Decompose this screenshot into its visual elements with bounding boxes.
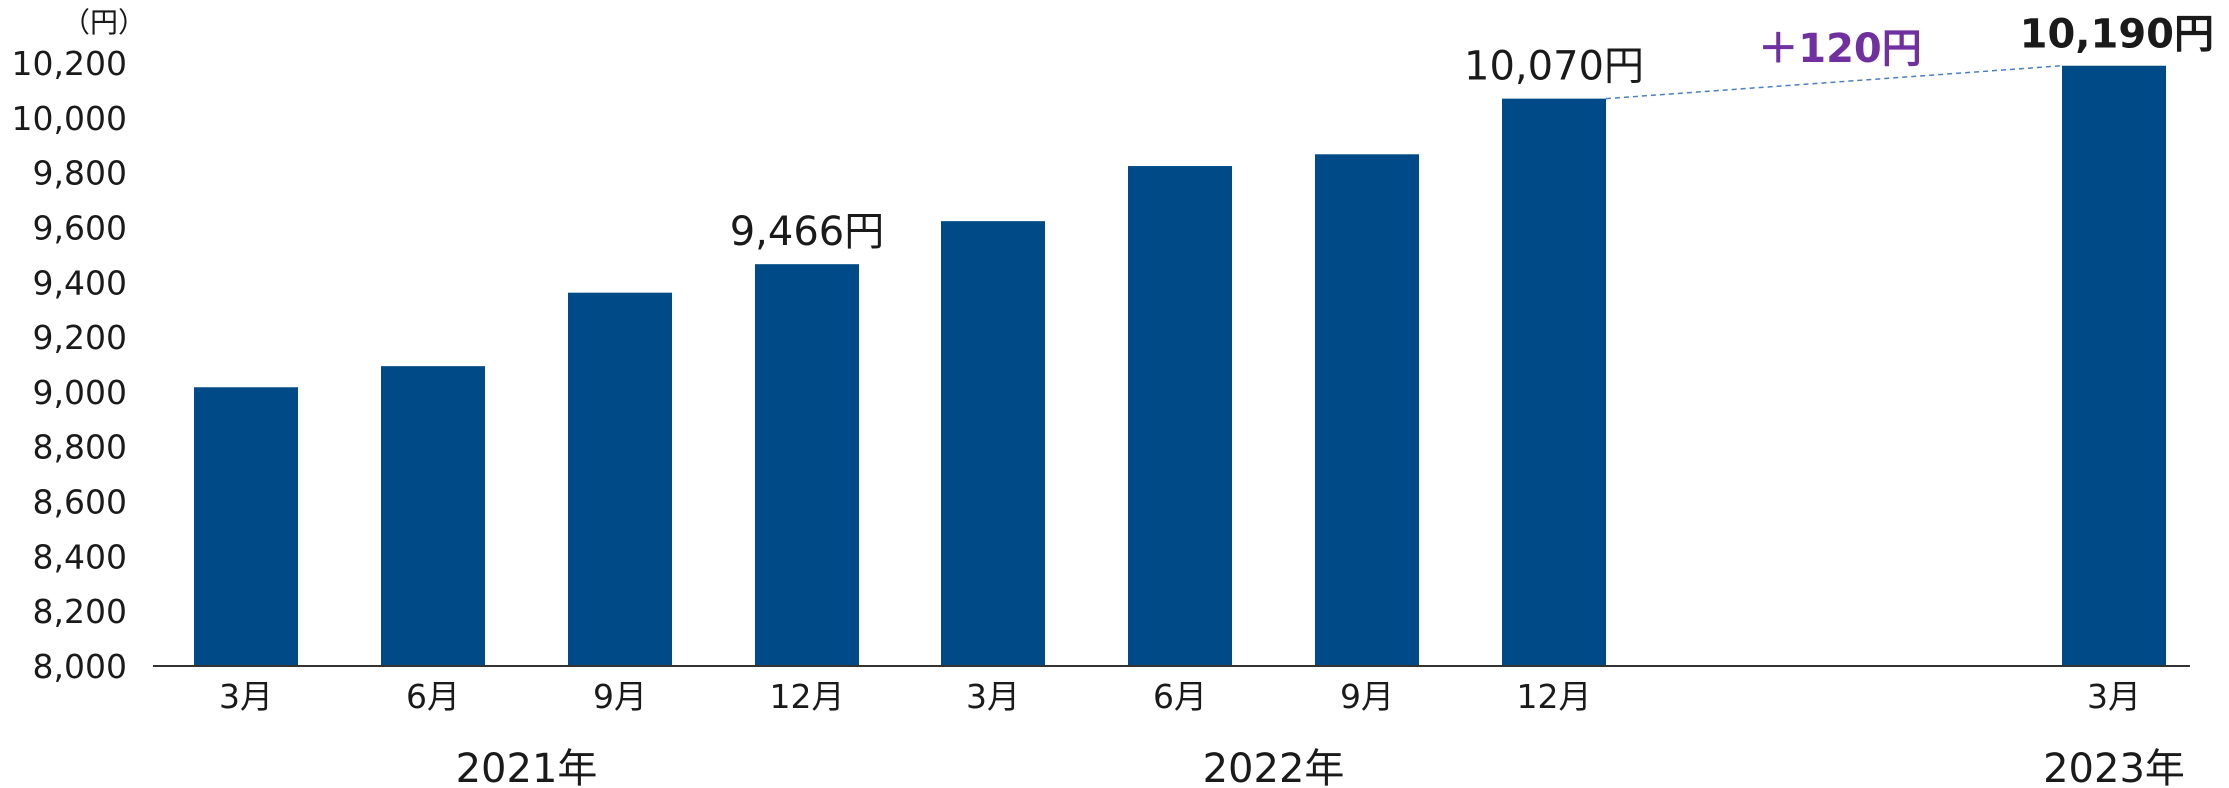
- difference-annotation: ＋120円: [1605, 26, 2063, 100]
- bar: [568, 292, 672, 666]
- y-tick-label: 8,200: [33, 592, 127, 631]
- x-tick-label: 12月: [1517, 677, 1592, 716]
- year-label: 2023年: [2043, 746, 2185, 788]
- x-tick-label: 3月: [2087, 677, 2141, 716]
- x-axis-ticks: 3月 6月 9月 12月 3月 6月 9月 12月 3月: [219, 677, 2141, 716]
- y-tick-label: 9,600: [33, 208, 127, 247]
- bars: [194, 65, 2166, 667]
- data-label: 9,466円: [730, 209, 885, 255]
- year-label: 2022年: [1203, 746, 1345, 788]
- y-tick-label: 8,800: [33, 428, 127, 467]
- bar: [194, 387, 298, 666]
- y-tick-label: 9,000: [33, 373, 127, 412]
- year-labels: 2021年 2022年 2023年: [456, 746, 2185, 788]
- data-label: 10,070円: [1464, 44, 1644, 90]
- bar: [381, 366, 485, 666]
- y-tick-label: 8,000: [33, 647, 127, 686]
- x-tick-label: 6月: [406, 677, 460, 716]
- bar: [1128, 166, 1232, 667]
- y-tick-label: 9,800: [33, 154, 127, 193]
- y-axis-ticks: 8,000 8,200 8,400 8,600 8,800 9,000 9,200 9,400…: [12, 44, 127, 686]
- bar: [1315, 154, 1419, 666]
- x-tick-label: 9月: [1340, 677, 1394, 716]
- x-tick-label: 9月: [593, 677, 647, 716]
- y-tick-label: 10,200: [12, 44, 127, 83]
- y-tick-label: 10,000: [12, 99, 127, 138]
- bar: [1502, 98, 1606, 666]
- y-tick-label: 9,400: [33, 263, 127, 302]
- x-tick-label: 3月: [219, 677, 273, 716]
- data-labels: 9,466円 10,070円 10,190円: [730, 12, 2214, 255]
- bar: [2062, 65, 2166, 666]
- x-tick-label: 6月: [1153, 677, 1207, 716]
- y-tick-label: 8,400: [33, 537, 127, 576]
- x-tick-label: 12月: [770, 677, 845, 716]
- y-tick-label: 9,200: [33, 318, 127, 357]
- x-tick-label: 3月: [966, 677, 1020, 716]
- y-axis-unit-label: （円）: [62, 6, 146, 39]
- y-tick-label: 8,600: [33, 483, 127, 522]
- data-label: 10,190円: [2020, 12, 2214, 58]
- bar: [941, 221, 1045, 666]
- difference-label: ＋120円: [1758, 26, 1922, 72]
- connector-line: [1605, 64, 2063, 100]
- year-label: 2021年: [456, 746, 598, 788]
- bar: [755, 264, 859, 666]
